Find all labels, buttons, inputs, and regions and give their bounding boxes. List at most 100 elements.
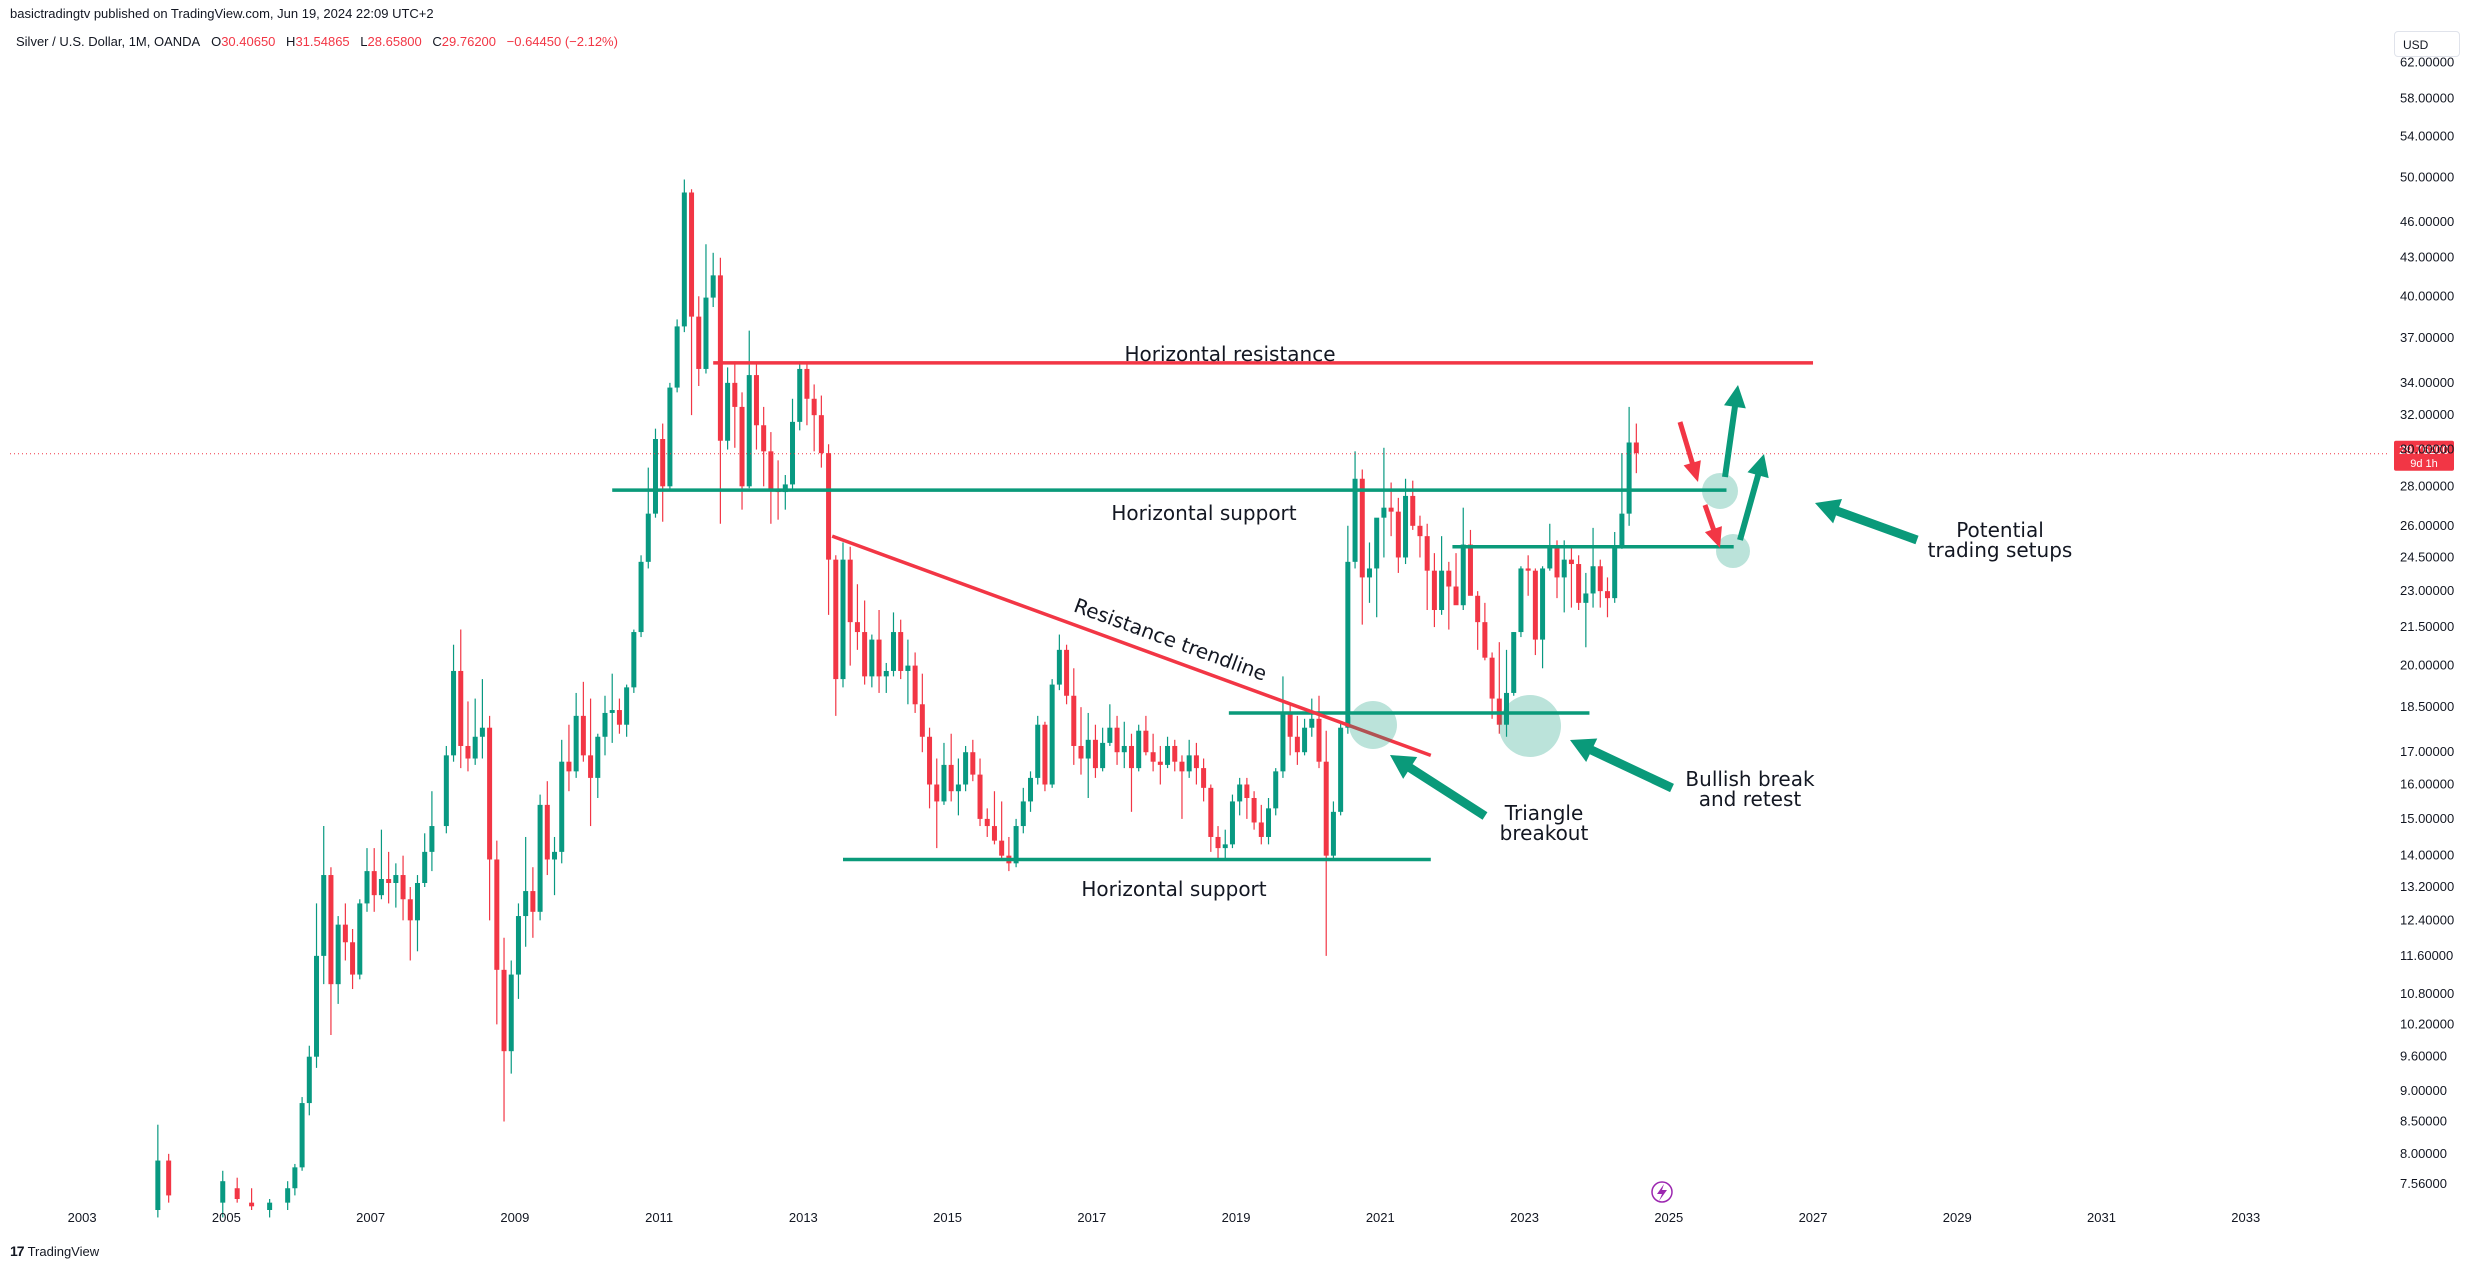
candle: [1064, 644, 1070, 705]
candle: [1446, 561, 1452, 630]
candle-body: [703, 297, 709, 369]
candle: [840, 542, 846, 688]
candle: [364, 848, 370, 912]
time-tick-label: 2011: [645, 1210, 673, 1225]
close-value: 29.76200: [441, 34, 497, 49]
candle-body: [660, 439, 666, 487]
candle: [609, 673, 615, 743]
candle-body: [1424, 536, 1430, 571]
candle: [883, 662, 889, 693]
candle: [1504, 649, 1510, 737]
candle-body: [1532, 570, 1538, 640]
price-tick-label: 8.50000: [2400, 1114, 2447, 1129]
time-tick-label: 2015: [933, 1210, 962, 1225]
candle-body: [1489, 657, 1495, 699]
candle-body: [515, 916, 521, 975]
candle: [443, 745, 449, 834]
candle-body: [321, 875, 327, 956]
candle-body: [1540, 568, 1546, 640]
candle-body: [1518, 568, 1524, 633]
candle-body: [1028, 777, 1034, 802]
setups-arrow-icon: [1815, 498, 1919, 545]
candle-body: [1446, 570, 1452, 587]
candle: [1049, 679, 1055, 788]
candle: [667, 382, 673, 491]
candle: [552, 836, 558, 896]
candle-body: [876, 639, 882, 677]
candle-body: [523, 891, 529, 917]
symbol-legend[interactable]: Silver / U.S. Dollar, 1M, OANDA O30.4065…: [16, 34, 625, 49]
candle: [984, 808, 990, 837]
candle-body: [1612, 546, 1618, 599]
candle: [1345, 525, 1351, 734]
price-tick-label: 23.00000: [2400, 583, 2454, 598]
candle-body: [1619, 513, 1625, 547]
candle: [790, 398, 796, 491]
candle: [689, 189, 695, 416]
candle: [1179, 755, 1185, 819]
candle: [1359, 469, 1365, 625]
price-tick-label: 58.00000: [2400, 90, 2454, 105]
candle: [1172, 739, 1178, 772]
candle-body: [1294, 736, 1300, 753]
candle-body: [1215, 836, 1221, 849]
candle-body: [1359, 478, 1365, 578]
currency-button[interactable]: USD: [2394, 31, 2460, 57]
candle-body: [1150, 752, 1156, 762]
candle-body: [725, 382, 731, 441]
candle: [580, 681, 586, 762]
candle-body: [1165, 745, 1171, 765]
candle-body: [602, 712, 608, 737]
candle: [1597, 559, 1603, 608]
price-tick-label: 14.00000: [2400, 848, 2454, 863]
candle-body: [1366, 568, 1372, 578]
candle-body: [674, 326, 680, 388]
price-tick-label: 62.00000: [2400, 55, 2454, 70]
candle-body: [1417, 525, 1423, 537]
candle: [1352, 451, 1358, 569]
high-value: 31.54865: [295, 34, 350, 49]
candle: [624, 684, 630, 737]
candle-body: [616, 710, 622, 725]
candle-body: [472, 736, 478, 759]
setup-circle-lower: [1716, 534, 1750, 568]
candle-body: [689, 192, 695, 317]
candle: [782, 475, 788, 510]
footer-brand[interactable]: 17 TradingView: [10, 1243, 99, 1259]
candle-body: [638, 561, 644, 633]
time-tick-label: 2007: [356, 1210, 385, 1225]
candle-body: [1186, 755, 1192, 772]
candle-body: [429, 826, 435, 852]
bullish-break-label-line2: and retest: [1699, 787, 1802, 811]
time-tick-label: 2017: [1077, 1210, 1106, 1225]
candle-body: [1078, 745, 1084, 759]
candle-body: [267, 1202, 273, 1210]
candle-body: [1345, 561, 1351, 728]
candle: [1626, 406, 1632, 526]
candle: [1302, 718, 1308, 756]
triangle-arrow-icon: [1390, 755, 1488, 820]
candle-body: [1439, 570, 1445, 611]
price-tick-label: 46.00000: [2400, 214, 2454, 229]
candle-body: [970, 752, 976, 775]
candle-body: [782, 484, 788, 493]
candle: [1381, 447, 1387, 558]
candle: [674, 319, 680, 393]
candle-body: [588, 755, 594, 778]
candle: [999, 801, 1005, 860]
candle: [220, 1170, 226, 1218]
candle-body: [465, 745, 471, 759]
candle: [267, 1199, 273, 1218]
candle-body: [451, 670, 457, 756]
candle: [1583, 572, 1589, 648]
candle: [977, 758, 983, 827]
candle-body: [393, 875, 399, 883]
candle: [616, 698, 622, 734]
candle: [166, 1153, 172, 1203]
candle-body: [487, 727, 493, 860]
candle-body: [328, 875, 334, 985]
candle: [602, 695, 608, 756]
candle: [927, 727, 933, 809]
candle: [566, 724, 572, 792]
